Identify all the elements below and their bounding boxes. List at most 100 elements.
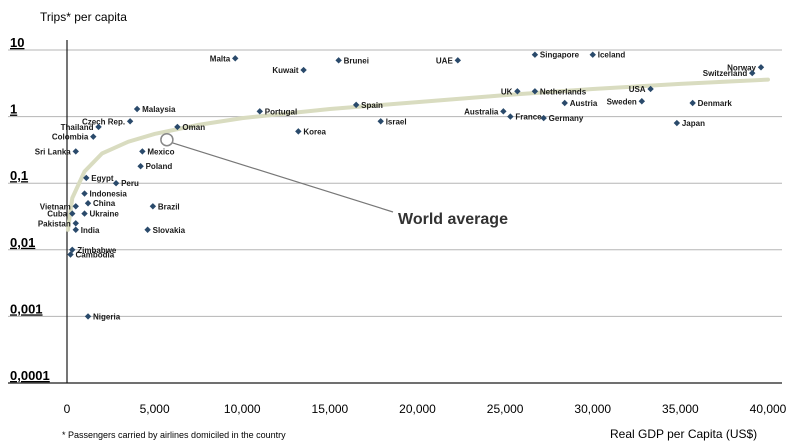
point-label: Brunei xyxy=(344,56,369,65)
data-point xyxy=(647,85,654,93)
data-point xyxy=(139,148,146,155)
x-tick-label: 30,000 xyxy=(574,402,611,416)
data-point xyxy=(144,226,151,233)
point-label: Sweden xyxy=(607,97,637,106)
data-point xyxy=(67,251,74,258)
data-point xyxy=(673,119,681,127)
point-label: Thailand xyxy=(61,123,94,132)
point-label: Pakistan xyxy=(38,219,71,228)
data-point xyxy=(174,123,181,131)
data-point xyxy=(589,51,596,58)
point-label: Czech Rep. xyxy=(82,117,125,126)
y-tick-label: 1 xyxy=(10,102,17,117)
point-label: Cuba xyxy=(47,210,68,219)
point-label: Denmark xyxy=(698,99,733,108)
data-point xyxy=(454,57,462,64)
data-point xyxy=(112,180,120,187)
data-point xyxy=(69,210,76,217)
data-point xyxy=(352,101,360,109)
data-point xyxy=(81,210,88,217)
data-point xyxy=(90,133,97,140)
world-average-leader-line xyxy=(171,142,394,213)
data-point xyxy=(507,113,514,120)
point-label: China xyxy=(93,199,116,208)
data-point xyxy=(133,105,141,113)
point-label: Norway xyxy=(727,63,756,72)
point-label: USA xyxy=(629,85,646,94)
point-label: Malaysia xyxy=(142,105,176,114)
y-tick-label: 0,0001 xyxy=(10,368,50,383)
point-label: UK xyxy=(501,87,513,96)
y-axis-title: Trips* per capita xyxy=(40,10,127,24)
data-point xyxy=(95,123,102,131)
point-label: Korea xyxy=(303,127,326,136)
x-tick-label: 25,000 xyxy=(487,402,524,416)
x-tick-label: 10,000 xyxy=(224,402,261,416)
data-point xyxy=(689,99,696,107)
data-point xyxy=(72,220,79,227)
x-tick-labels: 0 5,000 10,000 15,000 20,000 25,000 30,000 35,0… xyxy=(64,402,787,416)
point-label: Australia xyxy=(464,107,499,116)
data-point xyxy=(81,190,88,197)
data-point xyxy=(137,162,144,170)
point-label: Spain xyxy=(361,101,383,110)
data-point xyxy=(232,55,239,62)
y-tick-label: 0,001 xyxy=(10,301,43,316)
data-point xyxy=(72,148,79,155)
data-points: Malta Brunei Kuwait UAE Singapore Iceland Norw… xyxy=(35,51,765,321)
point-label: UAE xyxy=(436,56,454,65)
point-label: Zimbabwe xyxy=(77,246,117,255)
data-point xyxy=(72,226,79,233)
data-point xyxy=(69,246,76,253)
data-point xyxy=(757,64,765,71)
data-point xyxy=(500,108,507,115)
point-label: Cambodia xyxy=(76,251,115,260)
point-label: Malta xyxy=(210,54,231,63)
point-label: Egypt xyxy=(91,174,114,183)
data-point xyxy=(149,203,157,210)
data-point xyxy=(295,128,302,135)
data-point xyxy=(126,118,134,125)
x-tick-label: 20,000 xyxy=(399,402,436,416)
data-point xyxy=(83,174,90,182)
footnote: * Passengers carried by airlines domicil… xyxy=(62,430,286,440)
point-label: Colombia xyxy=(52,133,89,142)
data-point xyxy=(540,114,547,122)
data-point xyxy=(377,118,384,125)
data-point xyxy=(72,203,79,210)
world-average-marker xyxy=(160,132,174,147)
data-point xyxy=(256,108,263,115)
point-label: Slovakia xyxy=(153,226,186,235)
point-label: Japan xyxy=(682,119,705,128)
point-label: France xyxy=(515,113,542,122)
x-axis-title: Real GDP per Capita (US$) xyxy=(610,427,757,441)
point-label: Kuwait xyxy=(272,66,299,75)
point-label: Iceland xyxy=(598,51,626,60)
data-point xyxy=(300,66,307,74)
data-point xyxy=(638,98,646,105)
point-label: Poland xyxy=(146,162,173,171)
data-point xyxy=(84,200,92,207)
point-label: Peru xyxy=(121,179,139,188)
gridlines xyxy=(8,49,782,384)
point-label: Israel xyxy=(386,117,407,126)
point-label: Sri Lanka xyxy=(35,147,72,156)
point-label: Indonesia xyxy=(90,190,128,199)
point-label: Switzerland xyxy=(703,69,748,78)
point-label: Singapore xyxy=(540,51,580,60)
x-tick-label: 5,000 xyxy=(140,402,170,416)
point-label: India xyxy=(81,226,100,235)
data-point xyxy=(514,88,521,95)
x-tick-label: 40,000 xyxy=(750,402,787,416)
point-label: Brazil xyxy=(158,202,180,211)
data-point xyxy=(561,99,568,107)
point-label: Vietnam xyxy=(40,202,71,211)
data-point xyxy=(531,51,539,58)
y-tick-label: 0,1 xyxy=(10,168,28,183)
x-tick-label: 15,000 xyxy=(312,402,349,416)
y-tick-labels: 10 1 0,1 0,01 0,001 0,0001 xyxy=(10,35,50,383)
point-label: Portugal xyxy=(265,107,297,116)
x-tick-label: 0 xyxy=(64,402,71,416)
y-tick-label: 10 xyxy=(10,35,24,50)
